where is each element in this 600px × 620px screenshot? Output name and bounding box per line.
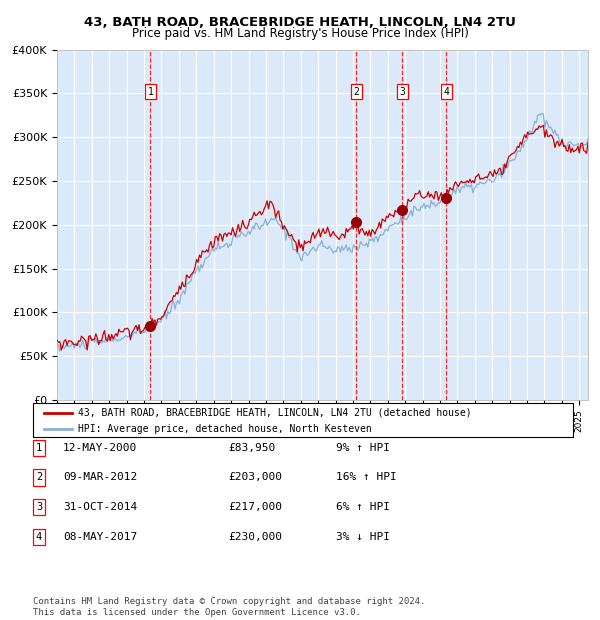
Text: 43, BATH ROAD, BRACEBRIDGE HEATH, LINCOLN, LN4 2TU (detached house): 43, BATH ROAD, BRACEBRIDGE HEATH, LINCOL…: [78, 407, 472, 417]
Text: £83,950: £83,950: [228, 443, 275, 453]
Text: 2: 2: [36, 472, 42, 482]
Text: 2: 2: [353, 87, 359, 97]
Text: Price paid vs. HM Land Registry's House Price Index (HPI): Price paid vs. HM Land Registry's House …: [131, 27, 469, 40]
Text: £203,000: £203,000: [228, 472, 282, 482]
Text: 1: 1: [36, 443, 42, 453]
Text: Contains HM Land Registry data © Crown copyright and database right 2024.
This d: Contains HM Land Registry data © Crown c…: [33, 598, 425, 617]
Text: 08-MAY-2017: 08-MAY-2017: [63, 532, 137, 542]
Text: 12-MAY-2000: 12-MAY-2000: [63, 443, 137, 453]
Text: 6% ↑ HPI: 6% ↑ HPI: [336, 502, 390, 512]
Text: 4: 4: [443, 87, 449, 97]
Text: 43, BATH ROAD, BRACEBRIDGE HEATH, LINCOLN, LN4 2TU: 43, BATH ROAD, BRACEBRIDGE HEATH, LINCOL…: [84, 16, 516, 29]
Text: 16% ↑ HPI: 16% ↑ HPI: [336, 472, 397, 482]
Text: 3% ↓ HPI: 3% ↓ HPI: [336, 532, 390, 542]
Text: 3: 3: [36, 502, 42, 512]
Text: 3: 3: [399, 87, 405, 97]
Text: HPI: Average price, detached house, North Kesteven: HPI: Average price, detached house, Nort…: [78, 424, 372, 434]
Text: £217,000: £217,000: [228, 502, 282, 512]
Text: 9% ↑ HPI: 9% ↑ HPI: [336, 443, 390, 453]
Text: 09-MAR-2012: 09-MAR-2012: [63, 472, 137, 482]
Text: 31-OCT-2014: 31-OCT-2014: [63, 502, 137, 512]
Text: 4: 4: [36, 532, 42, 542]
Text: £230,000: £230,000: [228, 532, 282, 542]
Text: 1: 1: [148, 87, 153, 97]
